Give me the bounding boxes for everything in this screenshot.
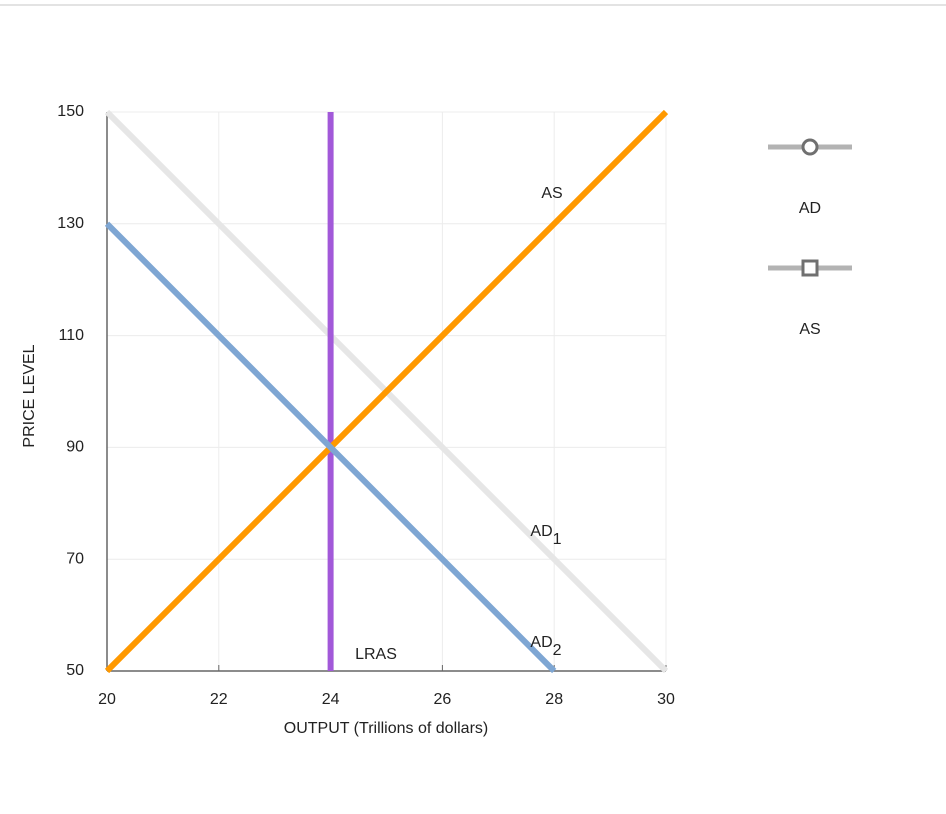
palette-tool[interactable]: AS [768,259,852,338]
palette-label: AS [799,321,820,338]
palette-marker [801,138,819,156]
y-axis-label: PRICE LEVEL [21,344,38,447]
curve-label-sub: 1 [553,531,562,548]
curve [104,221,557,674]
y-tick-label: 90 [66,439,84,456]
palette-marker [801,259,819,277]
curve-label: LRAS [355,646,397,663]
x-axis-label: OUTPUT (Trillions of dollars) [284,720,488,737]
y-tick-label: 50 [66,662,84,679]
curve-label-text: AS [541,185,562,202]
palette-label: AD [799,200,821,217]
curve-label: AS [541,185,562,202]
y-tick-label: 150 [57,103,84,120]
x-tick-label: 28 [545,691,563,708]
curve-label-text: LRAS [355,646,397,663]
x-tick-label: 30 [657,691,675,708]
curve-label-text: AD [530,634,552,651]
curve [104,109,669,674]
curve-label-sub: 2 [553,642,562,659]
y-tick-label: 130 [57,215,84,232]
x-tick-label: 24 [322,691,340,708]
curve-label-text: AD [530,523,552,540]
x-tick-label: 22 [210,691,228,708]
x-tick-label: 20 [98,691,116,708]
y-tick-label: 110 [58,327,84,344]
palette-tool[interactable]: AD [768,138,852,217]
curve-label: AD1 [530,523,561,548]
y-tick-label: 70 [66,550,84,567]
curve-label: AD2 [530,634,561,659]
x-tick-label: 26 [434,691,452,708]
